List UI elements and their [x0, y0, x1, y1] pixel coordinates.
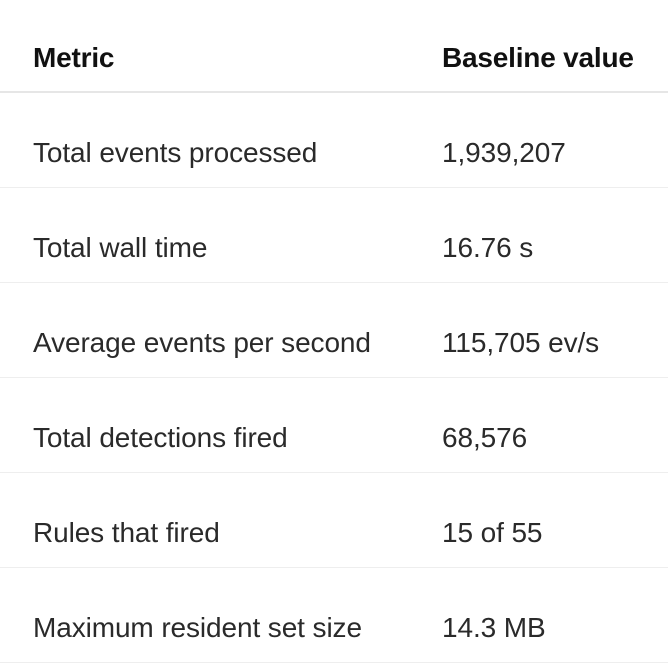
- table-row: Rules that fired 15 of 55: [0, 473, 668, 568]
- value-cell: 1,939,207: [442, 137, 566, 168]
- metric-cell: Total detections fired: [33, 422, 288, 453]
- metric-cell: Maximum resident set size: [33, 612, 362, 643]
- value-cell: 115,705 ev/s: [442, 327, 600, 358]
- value-cell: 16.76 s: [442, 232, 534, 263]
- value-cell: 14.3 MB: [442, 612, 546, 643]
- value-cell: 68,576: [442, 422, 528, 453]
- header-baseline-value: Baseline value: [442, 42, 634, 73]
- metric-cell: Rules that fired: [33, 517, 220, 548]
- header-metric: Metric: [33, 42, 115, 73]
- table-row: Average events per second 115,705 ev/s: [0, 283, 668, 378]
- metric-cell: Average events per second: [33, 327, 371, 358]
- metric-cell: Total events processed: [33, 137, 318, 168]
- table-row: Maximum resident set size 14.3 MB: [0, 568, 668, 663]
- table-row: Total events processed 1,939,207: [0, 93, 668, 188]
- value-cell: 15 of 55: [442, 517, 543, 548]
- table-row: Total detections fired 68,576: [0, 378, 668, 473]
- metric-cell: Total wall time: [33, 232, 208, 263]
- table-row: Total wall time 16.76 s: [0, 188, 668, 283]
- table-header: Metric Baseline value: [0, 0, 668, 93]
